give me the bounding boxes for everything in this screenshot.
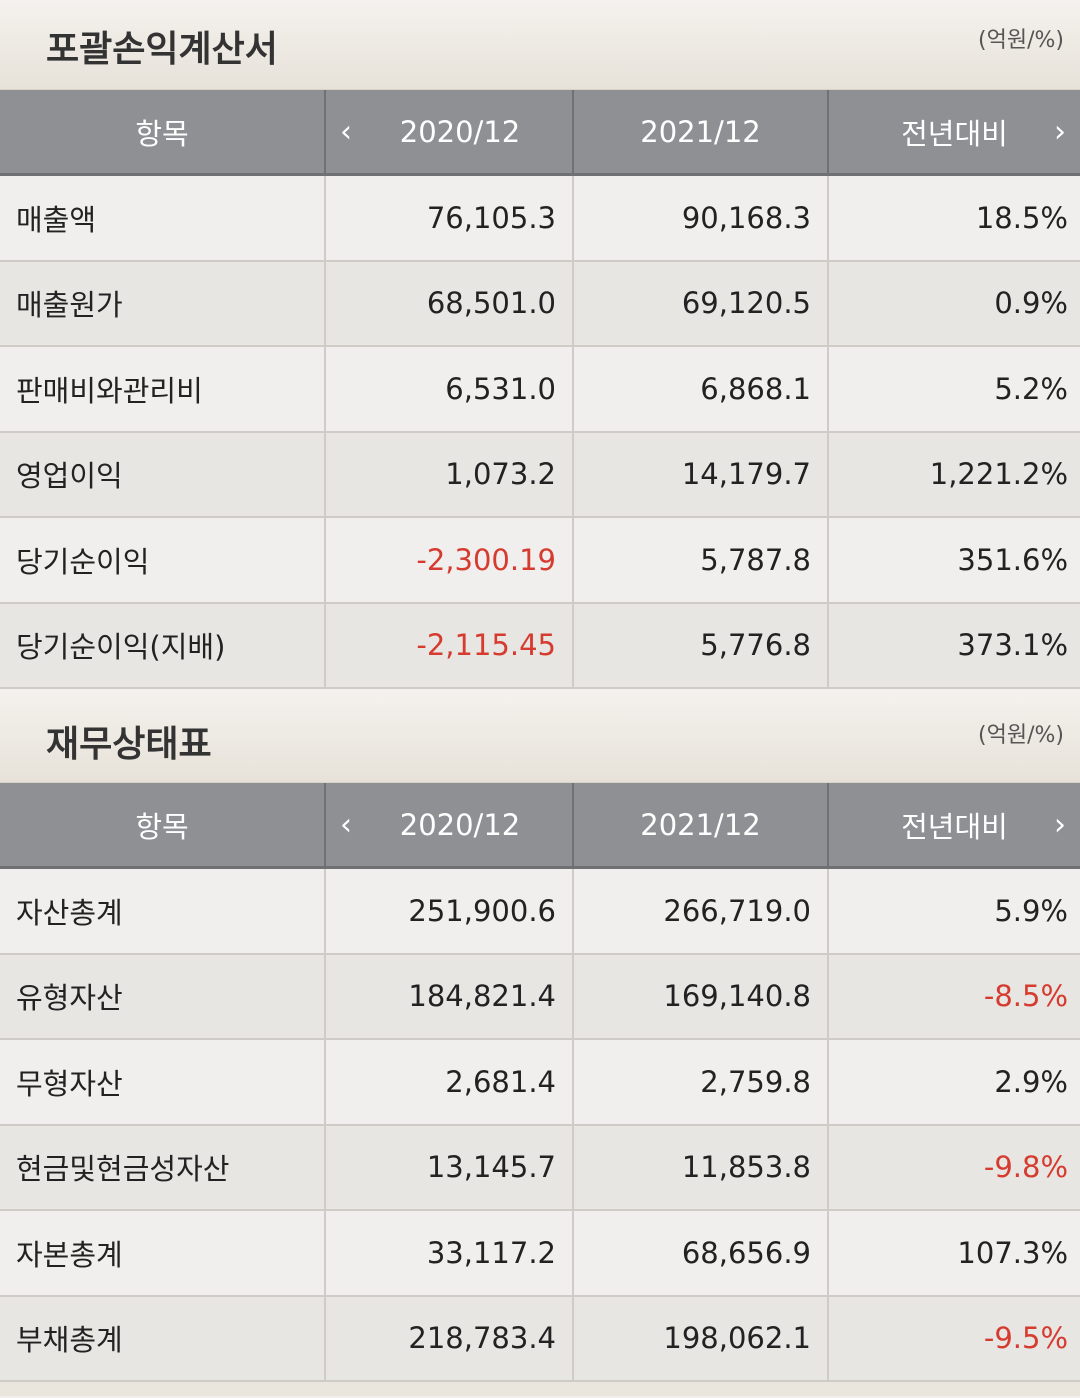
- row-label: 영업이익: [0, 432, 326, 516]
- balance-table-body: 자산총계 251,900.6 266,719.0 5.9% 유형자산 184,821.4 1…: [0, 869, 1080, 1382]
- balance-sheet-section: 재무상태표 (억원/%) 항목 ‹ 2020/12 2021/12 전년대비 ›…: [0, 689, 1080, 1382]
- table-row: 매출액 76,105.3 90,168.3 18.5%: [0, 176, 1080, 262]
- balance-section-title: 재무상태표: [46, 724, 212, 765]
- row-value-2020: 1,073.2: [326, 432, 574, 516]
- table-row: 유형자산 184,821.4 169,140.8 -8.5%: [0, 954, 1080, 1040]
- header-col3-label: 전년대비: [901, 116, 1008, 151]
- table-row: 부채총계 218,783.4 198,062.1 -9.5%: [0, 1296, 1080, 1382]
- table-row: 현금및현금성자산 13,145.7 11,853.8 -9.8%: [0, 1125, 1080, 1211]
- header-col2: 2021/12: [574, 783, 829, 866]
- row-value-yoy: 5.9%: [994, 893, 1068, 928]
- row-label: 매출액: [0, 176, 326, 260]
- row-value-2021: 69,120.5: [574, 261, 829, 345]
- header-item: 항목: [0, 783, 326, 866]
- header-col1-label: 2020/12: [399, 114, 521, 149]
- income-section-header: 포괄손익계산서 (억원/%): [0, 0, 1080, 90]
- row-label: 당기순이익(지배): [0, 603, 326, 687]
- row-value-yoy: 0.9%: [994, 286, 1068, 321]
- table-row: 당기순이익(지배) -2,115.45 5,776.8 373.1%: [0, 603, 1080, 689]
- row-value-yoy: -9.8%: [983, 1150, 1068, 1185]
- row-value-2021: 11,853.8: [574, 1125, 829, 1209]
- row-value-2020: 33,117.2: [326, 1211, 574, 1295]
- balance-section-header: 재무상태표 (억원/%): [0, 689, 1080, 783]
- chevron-right-icon[interactable]: ›: [1054, 114, 1066, 149]
- row-value-2020: 184,821.4: [326, 954, 574, 1038]
- income-section-title: 포괄손익계산서: [46, 29, 278, 70]
- table-row: 매출원가 68,501.0 69,120.5 0.9%: [0, 261, 1080, 347]
- row-value-2021: 266,719.0: [574, 869, 829, 953]
- table-row: 무형자산 2,681.4 2,759.8 2.9%: [0, 1040, 1080, 1126]
- row-value-2020: 13,145.7: [326, 1125, 574, 1209]
- row-label: 유형자산: [0, 954, 326, 1038]
- row-value-2020: -2,115.45: [326, 603, 574, 687]
- header-col3: 전년대비 ›: [829, 783, 1080, 866]
- row-value-yoy: 5.2%: [994, 371, 1068, 406]
- income-statement-section: 포괄손익계산서 (억원/%) 항목 ‹ 2020/12 2021/12 전년대비…: [0, 0, 1080, 689]
- table-row: 영업이익 1,073.2 14,179.7 1,221.2%: [0, 432, 1080, 518]
- chevron-right-icon[interactable]: ›: [1054, 807, 1066, 842]
- row-value-2020: 251,900.6: [326, 869, 574, 953]
- bottom-divider: [0, 1382, 1080, 1396]
- row-label: 부채총계: [0, 1296, 326, 1380]
- row-label: 현금및현금성자산: [0, 1125, 326, 1209]
- header-col1-label: 2020/12: [399, 807, 521, 842]
- row-value-yoy: -9.5%: [983, 1321, 1068, 1356]
- income-table-body: 매출액 76,105.3 90,168.3 18.5% 매출원가 68,501.0 69,1…: [0, 176, 1080, 689]
- row-value-2020: 218,783.4: [326, 1296, 574, 1380]
- row-label: 매출원가: [0, 261, 326, 345]
- row-value-2020: -2,300.19: [326, 518, 574, 602]
- row-value-2021: 14,179.7: [574, 432, 829, 516]
- table-row: 당기순이익 -2,300.19 5,787.8 351.6%: [0, 518, 1080, 604]
- row-value-2021: 5,787.8: [574, 518, 829, 602]
- row-value-yoy: 2.9%: [994, 1064, 1068, 1099]
- table-row: 판매비와관리비 6,531.0 6,868.1 5.2%: [0, 347, 1080, 433]
- row-value-2021: 6,868.1: [574, 347, 829, 431]
- row-label: 당기순이익: [0, 518, 326, 602]
- table-row: 자본총계 33,117.2 68,656.9 107.3%: [0, 1211, 1080, 1297]
- row-label: 판매비와관리비: [0, 347, 326, 431]
- row-value-2021: 90,168.3: [574, 176, 829, 260]
- chevron-left-icon[interactable]: ‹: [340, 114, 352, 149]
- row-label: 자본총계: [0, 1211, 326, 1295]
- table-row: 자산총계 251,900.6 266,719.0 5.9%: [0, 869, 1080, 955]
- header-col2: 2021/12: [574, 90, 829, 173]
- header-col3-label: 전년대비: [901, 809, 1008, 844]
- balance-unit-label: (억원/%): [978, 723, 1064, 748]
- row-value-2020: 6,531.0: [326, 347, 574, 431]
- row-value-yoy: 107.3%: [957, 1235, 1068, 1270]
- income-table-header: 항목 ‹ 2020/12 2021/12 전년대비 ›: [0, 90, 1080, 176]
- header-col1: ‹ 2020/12: [326, 783, 574, 866]
- chevron-left-icon[interactable]: ‹: [340, 807, 352, 842]
- header-col1: ‹ 2020/12: [326, 90, 574, 173]
- row-label: 무형자산: [0, 1040, 326, 1124]
- row-value-2021: 169,140.8: [574, 954, 829, 1038]
- header-item: 항목: [0, 90, 326, 173]
- row-value-yoy: -8.5%: [983, 979, 1068, 1014]
- income-unit-label: (억원/%): [978, 28, 1064, 53]
- row-value-yoy: 373.1%: [957, 628, 1068, 663]
- row-value-yoy: 18.5%: [975, 200, 1068, 235]
- row-value-yoy: 351.6%: [957, 542, 1068, 577]
- row-value-2020: 68,501.0: [326, 261, 574, 345]
- row-value-2021: 2,759.8: [574, 1040, 829, 1124]
- row-value-2021: 198,062.1: [574, 1296, 829, 1380]
- row-value-yoy: 1,221.2%: [929, 457, 1068, 492]
- balance-table-header: 항목 ‹ 2020/12 2021/12 전년대비 ›: [0, 783, 1080, 869]
- row-value-2020: 76,105.3: [326, 176, 574, 260]
- row-label: 자산총계: [0, 869, 326, 953]
- row-value-2021: 5,776.8: [574, 603, 829, 687]
- row-value-2021: 68,656.9: [574, 1211, 829, 1295]
- header-col3: 전년대비 ›: [829, 90, 1080, 173]
- row-value-2020: 2,681.4: [326, 1040, 574, 1124]
